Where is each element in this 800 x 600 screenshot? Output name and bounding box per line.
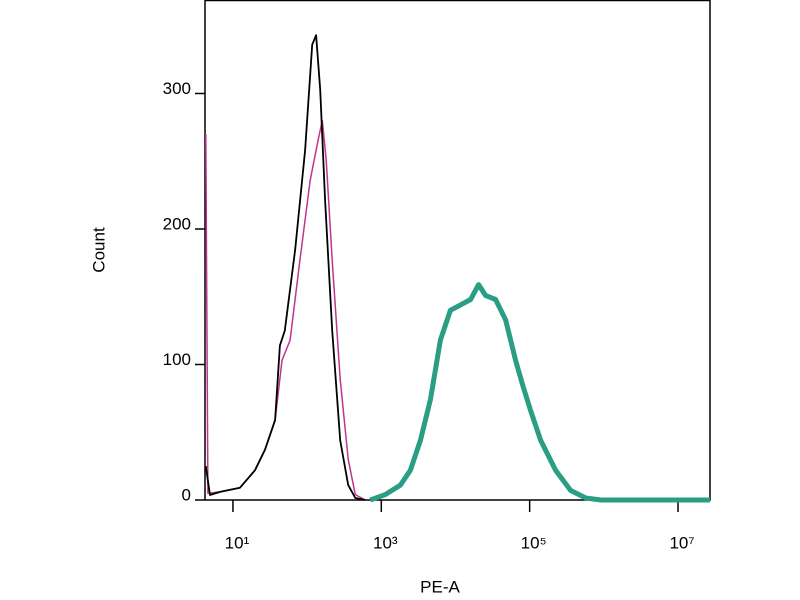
x-tick-label: 10¹ xyxy=(225,533,250,552)
x-tick-label: 10⁷ xyxy=(669,533,694,552)
y-tick-label: 300 xyxy=(163,79,191,98)
series-line xyxy=(204,34,366,501)
y-tick-label: 100 xyxy=(163,350,191,369)
series-line xyxy=(369,282,710,503)
x-tick-label: 10³ xyxy=(373,533,398,552)
y-tick-label: 0 xyxy=(182,485,191,504)
x-axis-label: PE-A xyxy=(420,577,460,596)
x-tick-label: 10⁵ xyxy=(521,533,547,552)
y-tick-label: 200 xyxy=(163,214,191,233)
y-axis-label: Count xyxy=(89,227,108,273)
plot-frame xyxy=(204,0,711,501)
